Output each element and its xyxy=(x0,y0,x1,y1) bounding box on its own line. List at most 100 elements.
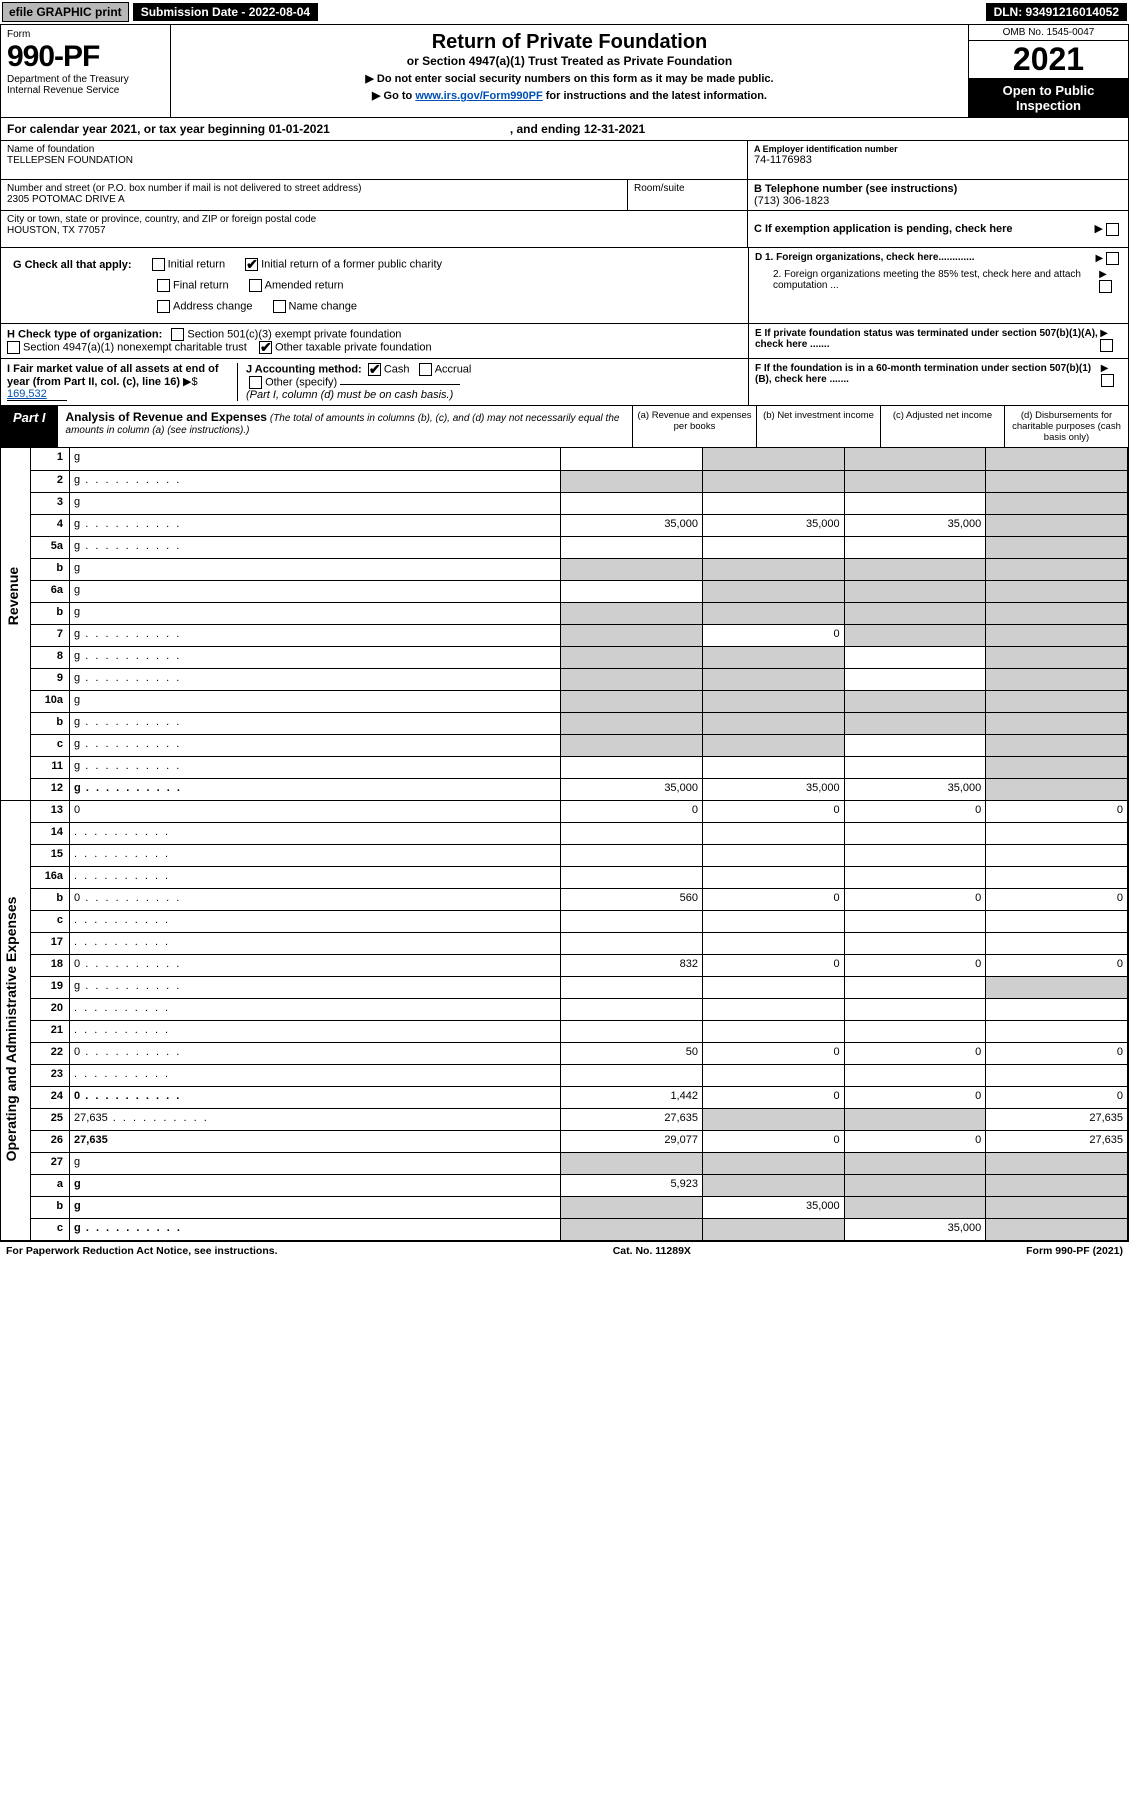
cell-col-c xyxy=(844,492,986,514)
e-checkbox[interactable] xyxy=(1100,339,1113,352)
j-cash-checkbox[interactable] xyxy=(368,363,381,376)
cell-col-d xyxy=(986,1196,1128,1218)
cell-col-b xyxy=(702,1218,844,1240)
g-address-checkbox[interactable] xyxy=(157,300,170,313)
d2-checkbox[interactable] xyxy=(1099,280,1112,293)
header-left: Form 990-PF Department of the Treasury I… xyxy=(1,25,171,117)
line-number: 10a xyxy=(31,690,70,712)
j-accrual-checkbox[interactable] xyxy=(419,363,432,376)
header-center: Return of Private Foundation or Section … xyxy=(171,25,968,117)
cell-col-b xyxy=(702,712,844,734)
cell-col-a xyxy=(561,1196,703,1218)
j-other-checkbox[interactable] xyxy=(249,376,262,389)
cell-col-c xyxy=(844,976,986,998)
d1-checkbox[interactable] xyxy=(1106,252,1119,265)
c-checkbox[interactable] xyxy=(1106,223,1119,236)
footer-mid: Cat. No. 11289X xyxy=(613,1245,691,1257)
line-number: c xyxy=(31,1218,70,1240)
cell-col-d xyxy=(986,1064,1128,1086)
table-row: 9g xyxy=(1,668,1128,690)
info-block: Name of foundation TELLEPSEN FOUNDATION … xyxy=(1,141,1128,406)
cell-col-c xyxy=(844,734,986,756)
cell-col-a: 29,077 xyxy=(561,1130,703,1152)
table-row: 20 xyxy=(1,998,1128,1020)
table-row: 23 xyxy=(1,1064,1128,1086)
cell-col-b: 35,000 xyxy=(702,1196,844,1218)
part1-title: Analysis of Revenue and Expenses xyxy=(66,410,267,424)
submission-date-label: Submission Date - 2022-08-04 xyxy=(133,3,318,21)
g-name-checkbox[interactable] xyxy=(273,300,286,313)
line-number: 20 xyxy=(31,998,70,1020)
name-label: Name of foundation xyxy=(7,144,741,155)
cell-col-c xyxy=(844,668,986,690)
line-number: 13 xyxy=(31,800,70,822)
cell-col-c: 0 xyxy=(844,800,986,822)
cell-col-b xyxy=(702,1152,844,1174)
dept-label: Department of the Treasury xyxy=(7,74,164,85)
efile-print-button[interactable]: efile GRAPHIC print xyxy=(2,2,129,22)
table-row: c xyxy=(1,910,1128,932)
f-checkbox[interactable] xyxy=(1101,374,1114,387)
cell-col-b xyxy=(702,1064,844,1086)
cell-col-d xyxy=(986,866,1128,888)
table-row: 12g35,00035,00035,000 xyxy=(1,778,1128,800)
j-label: J Accounting method: xyxy=(246,363,362,375)
g-amended-checkbox[interactable] xyxy=(249,279,262,292)
line-description: g xyxy=(70,602,561,624)
table-row: 3g xyxy=(1,492,1128,514)
g-initial-checkbox[interactable] xyxy=(152,258,165,271)
cell-col-b xyxy=(702,910,844,932)
h1-checkbox[interactable] xyxy=(171,328,184,341)
cell-col-b xyxy=(702,756,844,778)
cell-col-a xyxy=(561,998,703,1020)
line-number: 2 xyxy=(31,470,70,492)
cell-col-a xyxy=(561,1020,703,1042)
cell-col-b xyxy=(702,558,844,580)
fmv-value-link[interactable]: 169,532 xyxy=(7,388,67,401)
h3-checkbox[interactable] xyxy=(259,341,272,354)
cell-col-d xyxy=(986,1020,1128,1042)
part1-tab: Part I xyxy=(1,406,58,447)
line-number: b xyxy=(31,888,70,910)
g-address-label: Address change xyxy=(173,300,253,312)
cell-col-d xyxy=(986,690,1128,712)
h2-label: Section 4947(a)(1) nonexempt charitable … xyxy=(23,341,247,353)
cell-col-c xyxy=(844,558,986,580)
line-description: 27,635 xyxy=(70,1108,561,1130)
g-final-checkbox[interactable] xyxy=(157,279,170,292)
table-row: Revenue1g xyxy=(1,448,1128,470)
cell-col-a: 35,000 xyxy=(561,778,703,800)
table-row: Operating and Administrative Expenses130… xyxy=(1,800,1128,822)
g-initial-former-checkbox[interactable] xyxy=(245,258,258,271)
cell-col-d xyxy=(986,910,1128,932)
cell-col-c xyxy=(844,690,986,712)
line-description: 0 xyxy=(70,1086,561,1108)
cell-col-a xyxy=(561,712,703,734)
cell-col-c xyxy=(844,602,986,624)
tax-year: 2021 xyxy=(969,41,1128,79)
line-description: 0 xyxy=(70,800,561,822)
instr-2-pre: ▶ Go to xyxy=(372,90,415,102)
table-row: cg35,000 xyxy=(1,1218,1128,1240)
table-row: 5ag xyxy=(1,536,1128,558)
h2-checkbox[interactable] xyxy=(7,341,20,354)
cell-col-b xyxy=(702,1174,844,1196)
table-row: 15 xyxy=(1,844,1128,866)
cell-col-b xyxy=(702,646,844,668)
cell-col-a xyxy=(561,580,703,602)
cell-col-c xyxy=(844,1064,986,1086)
line-description: 0 xyxy=(70,1042,561,1064)
instr-2: ▶ Go to www.irs.gov/Form990PF for instru… xyxy=(181,89,958,102)
cell-col-b: 0 xyxy=(702,888,844,910)
cell-col-a: 50 xyxy=(561,1042,703,1064)
cell-col-c xyxy=(844,866,986,888)
cell-col-d: 0 xyxy=(986,800,1128,822)
cell-col-b xyxy=(702,690,844,712)
cell-col-b: 0 xyxy=(702,1042,844,1064)
irs-link[interactable]: www.irs.gov/Form990PF xyxy=(415,90,542,102)
j-other-line xyxy=(340,384,460,385)
cell-col-a: 27,635 xyxy=(561,1108,703,1130)
table-row: bg xyxy=(1,712,1128,734)
table-row: 11g xyxy=(1,756,1128,778)
expenses-side-label: Operating and Administrative Expenses xyxy=(1,800,31,1240)
